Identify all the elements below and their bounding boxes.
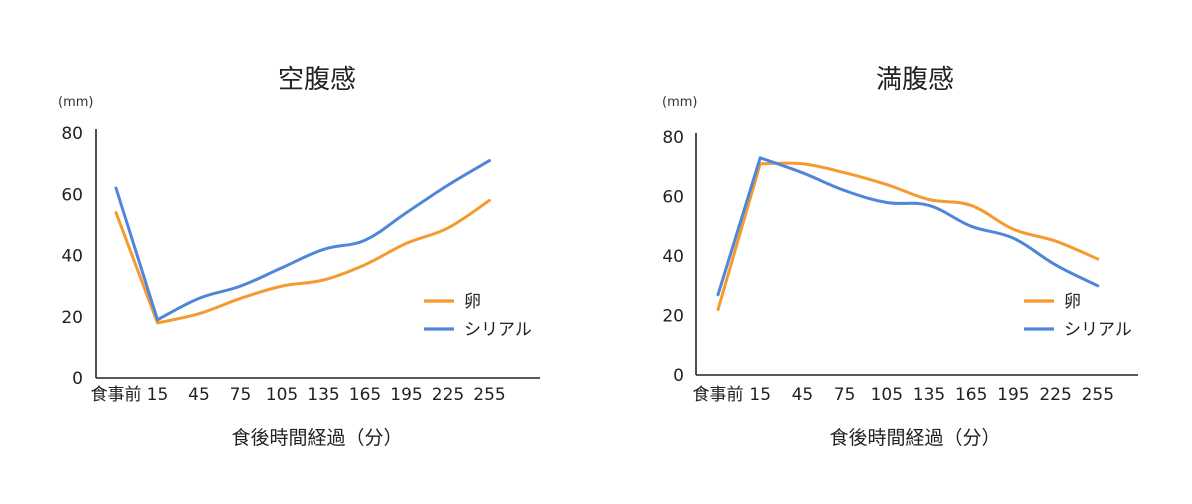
x-tick-label: 255 <box>1082 385 1114 405</box>
x-tick-label: 195 <box>390 385 422 405</box>
x-tick-label: 135 <box>913 385 945 405</box>
series-line-cereal <box>114 159 491 322</box>
y-unit-label: (mm) <box>662 95 697 110</box>
x-tick-label: 15 <box>147 385 169 405</box>
legend-label-egg: 卵 <box>464 292 481 312</box>
x-tick-label: 75 <box>834 385 856 405</box>
series-line-cereal <box>716 156 1100 297</box>
y-tick-label: 60 <box>662 188 684 208</box>
y-tick-label: 40 <box>61 247 83 267</box>
x-tick-label: 食事前 <box>91 385 142 405</box>
x-tick-label: 165 <box>955 385 987 405</box>
fullness-chart-panel: 満腹感 (mm) 0 20 40 60 80 食事前 15 45 75 105 135 165 195 225… <box>596 0 1192 504</box>
legend-label-cereal: シリアル <box>464 320 532 340</box>
x-tick-label: 45 <box>188 385 210 405</box>
hunger-chart-panel: 空腹感 (mm) 0 20 40 60 80 食事前 15 45 75 105 135 165 195 225… <box>58 65 540 449</box>
x-tick-label: 195 <box>997 385 1029 405</box>
y-tick-label: 80 <box>61 124 83 144</box>
hunger-chart: 空腹感 (mm) 0 20 40 60 80 食事前 15 45 75 105 135 165 195 225… <box>58 65 540 449</box>
x-tick-label: 45 <box>792 385 814 405</box>
legend-label-egg: 卵 <box>1064 292 1081 312</box>
series-line-egg <box>716 161 1100 312</box>
x-axis-label: 食後時間経過（分） <box>829 427 1000 449</box>
y-tick-label: 0 <box>72 369 83 389</box>
y-unit-label: (mm) <box>58 95 93 110</box>
x-tick-label: 75 <box>230 385 252 405</box>
x-axis-label: 食後時間経過（分） <box>231 427 402 449</box>
y-tick-label: 40 <box>662 247 684 267</box>
y-tick-label: 60 <box>61 185 83 205</box>
y-tick-label: 0 <box>673 366 684 386</box>
y-tick-label: 20 <box>61 308 83 328</box>
x-tick-label: 225 <box>432 385 464 405</box>
y-tick-label: 20 <box>662 307 684 327</box>
x-tick-label: 225 <box>1039 385 1071 405</box>
chart-title: 満腹感 <box>876 65 954 95</box>
x-tick-label: 135 <box>307 385 339 405</box>
fullness-chart: 満腹感 (mm) 0 20 40 60 80 食事前 15 45 75 105 135 165 195 225… <box>662 65 1138 449</box>
x-tick-label: 105 <box>266 385 298 405</box>
x-tick-label: 165 <box>349 385 381 405</box>
series-line-egg <box>114 198 491 325</box>
y-tick-label: 80 <box>662 128 684 148</box>
x-tick-label: 食事前 <box>693 385 744 405</box>
x-tick-label: 15 <box>749 385 771 405</box>
chart-title: 空腹感 <box>278 65 356 95</box>
x-tick-label: 255 <box>473 385 505 405</box>
legend-label-cereal: シリアル <box>1064 320 1132 340</box>
x-tick-label: 105 <box>871 385 903 405</box>
